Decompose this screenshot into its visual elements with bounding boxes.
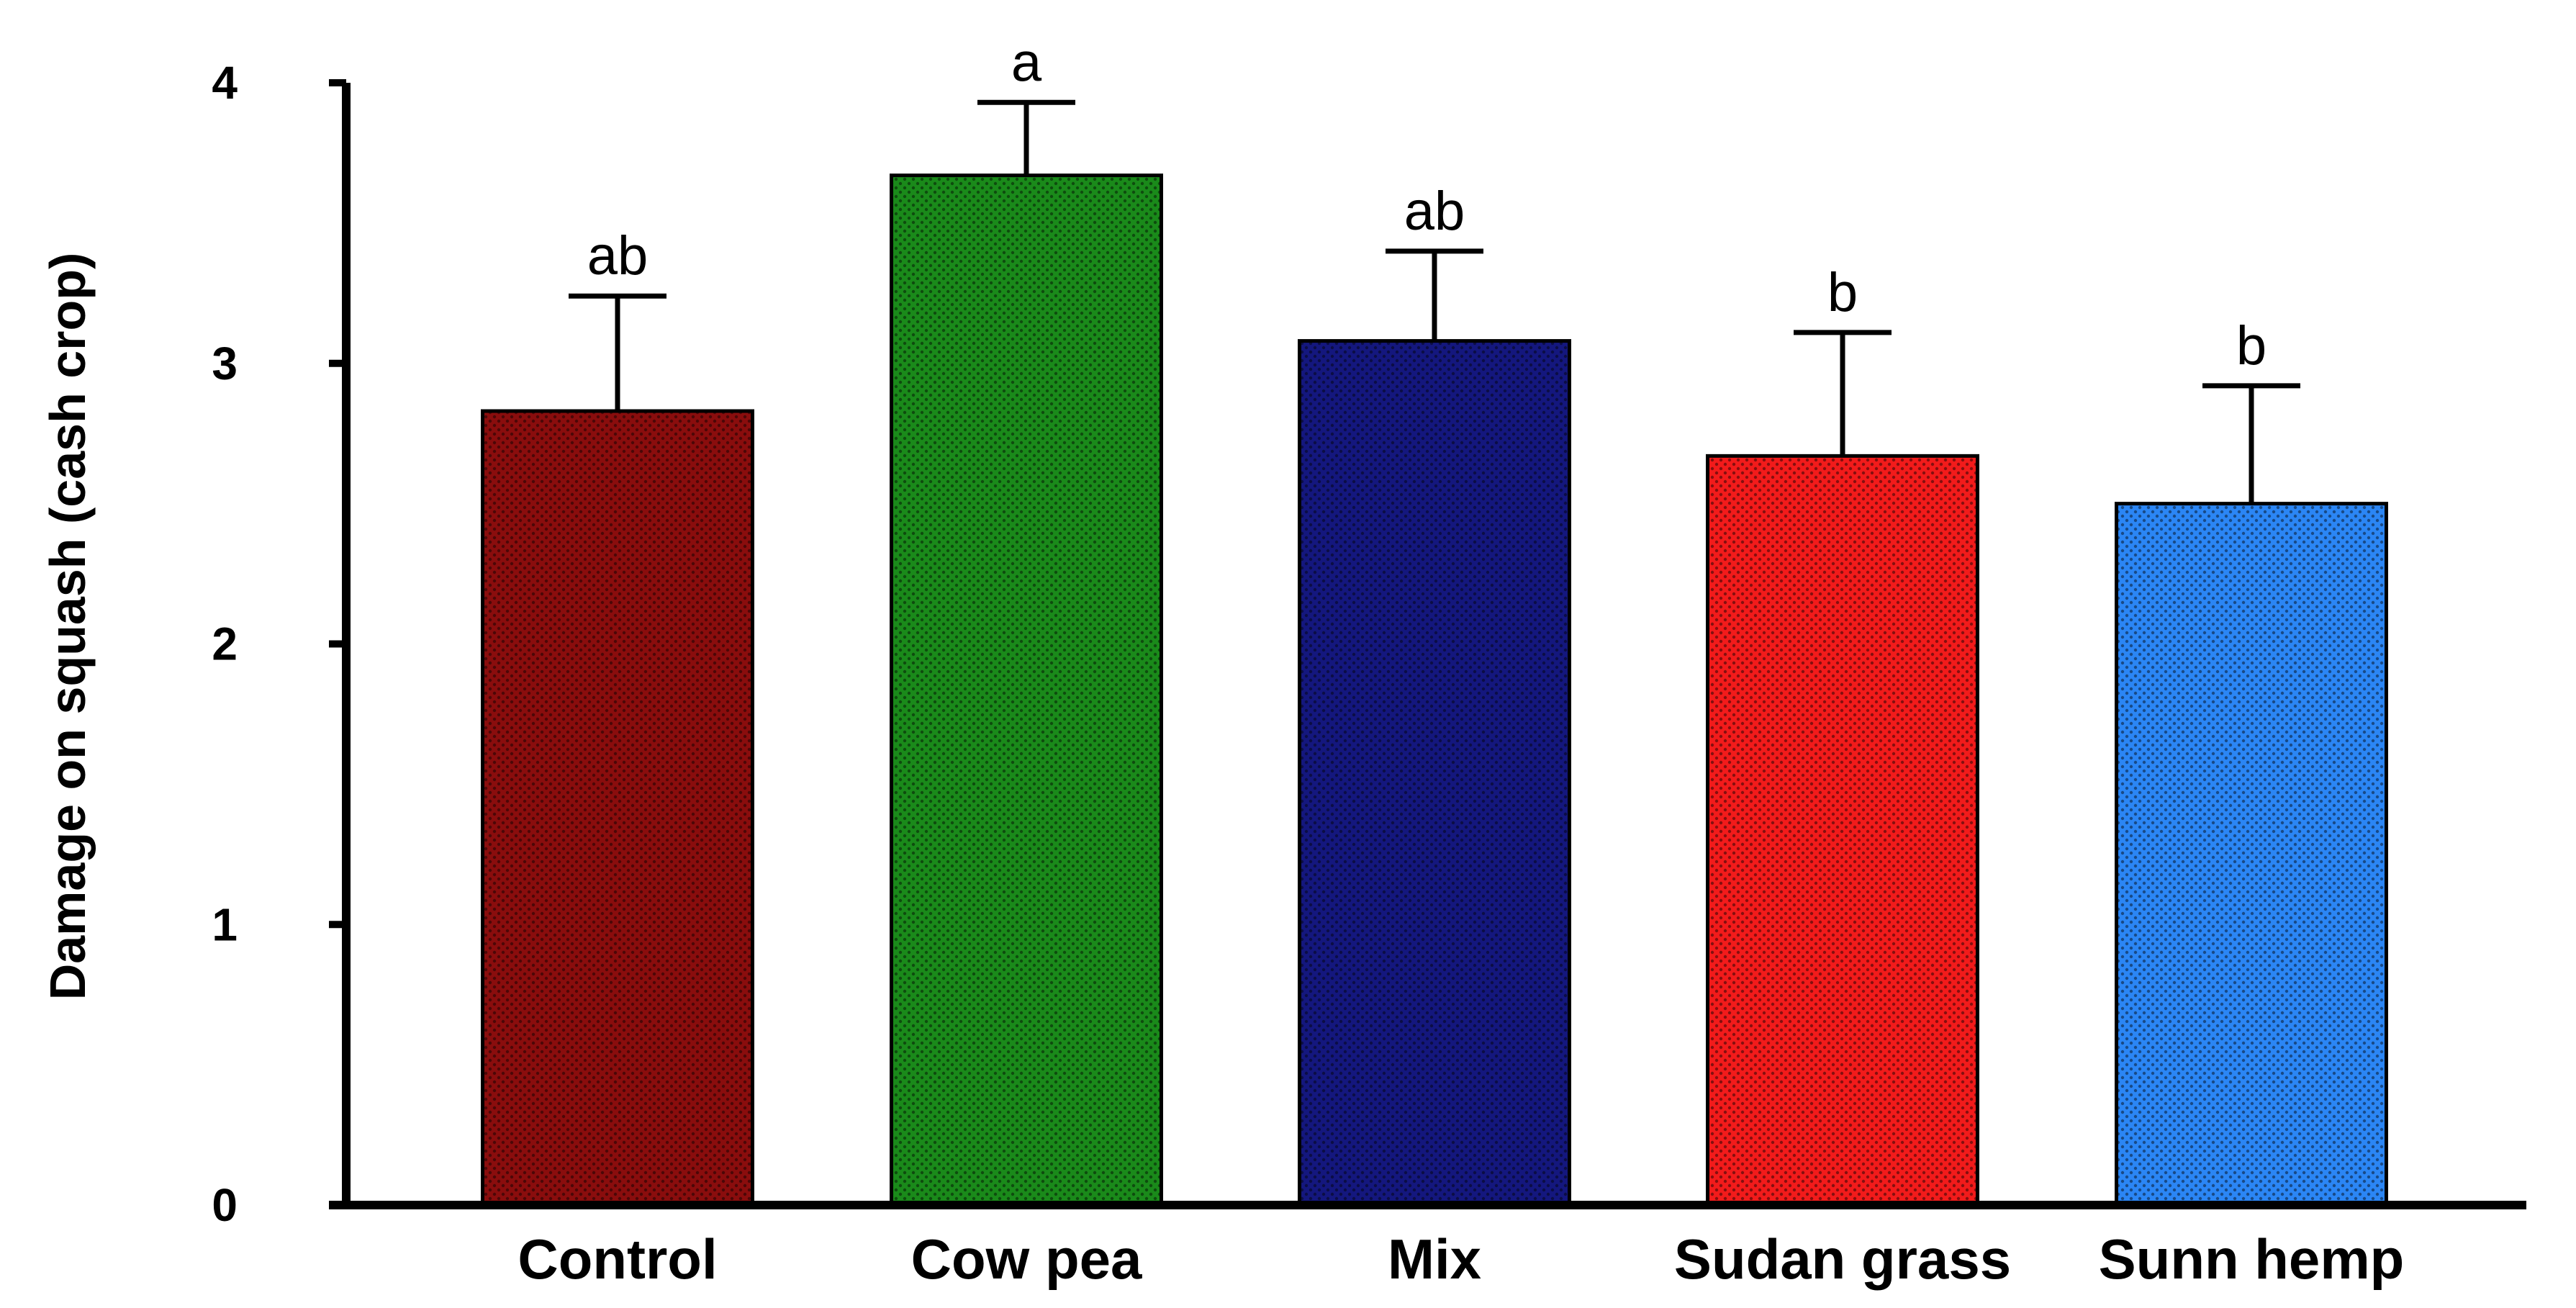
significance-label: a xyxy=(1011,32,1042,93)
y-axis-title: Damage on squash (cash crop) xyxy=(40,253,96,1001)
bar-texture xyxy=(1707,456,1978,1206)
error-bars xyxy=(569,99,2300,504)
y-tick-label: 1 xyxy=(212,898,238,950)
y-axis-ticks: 0 1 2 3 4 xyxy=(212,57,346,1231)
x-axis-labels: Control Cow pea Mix Sudan grass Sunn hemp xyxy=(518,1227,2404,1291)
bar-texture xyxy=(1299,340,1570,1205)
significance-labels: ab a ab b b xyxy=(587,32,2267,376)
significance-label: b xyxy=(2236,315,2267,376)
x-category-label: Cow pea xyxy=(911,1227,1142,1291)
significance-label: ab xyxy=(587,225,648,287)
bars xyxy=(481,173,2388,1207)
x-category-label: Sunn hemp xyxy=(2099,1227,2405,1291)
y-tick-label: 2 xyxy=(212,618,238,670)
y-tick-label: 4 xyxy=(212,57,238,109)
bar-texture xyxy=(482,411,753,1205)
bar-texture xyxy=(2116,503,2387,1205)
x-category-label: Sudan grass xyxy=(1674,1227,2011,1291)
bar-texture xyxy=(891,175,1162,1206)
significance-label: ab xyxy=(1404,181,1465,242)
y-tick-label: 0 xyxy=(212,1179,238,1231)
significance-label: b xyxy=(1827,262,1858,323)
x-category-label: Control xyxy=(518,1227,717,1291)
x-category-label: Mix xyxy=(1388,1227,1481,1291)
y-tick-label: 3 xyxy=(212,338,238,389)
